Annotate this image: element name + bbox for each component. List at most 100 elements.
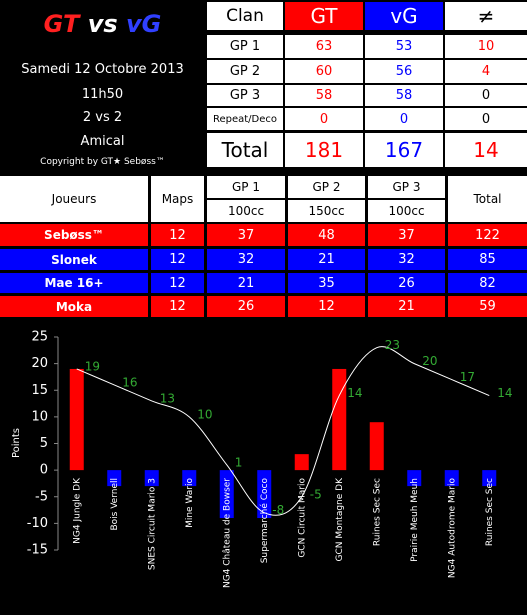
clan-cell: 56 <box>365 60 443 83</box>
players-header: GP 3 <box>368 176 445 198</box>
clan-cell: GP 3 <box>207 85 283 106</box>
x-tick-label: SNES Circuit Mario 3 <box>147 478 157 570</box>
bar <box>219 470 234 519</box>
player-score: 12 <box>151 296 204 317</box>
y-tick-label: 5 <box>40 436 48 451</box>
y-tick-label: 25 <box>31 330 48 345</box>
clan-cell: 167 <box>365 133 443 167</box>
bar <box>482 470 497 487</box>
clan-header: ≠ <box>445 2 527 30</box>
bar <box>407 470 422 487</box>
date: Samedi 12 Octobre 2013 <box>21 62 184 77</box>
bar <box>294 454 309 471</box>
y-tick-label: 15 <box>31 383 48 398</box>
clan-cell: 58 <box>285 85 363 106</box>
x-tick-label: GCN Circuit Mario <box>297 478 307 558</box>
data-label: 20 <box>422 354 437 368</box>
clan-cell: 181 <box>285 133 363 167</box>
clan-header: Clan <box>207 2 283 30</box>
bar <box>444 470 459 487</box>
clan-header: vG <box>365 2 443 30</box>
player-score: 59 <box>448 296 527 317</box>
bar <box>332 368 347 471</box>
player-score: 37 <box>207 224 285 246</box>
player-score: 12 <box>151 273 204 293</box>
player-name: Sebøss™ <box>0 224 148 246</box>
chart: Points -15 -10 -5 0 5 10 15 20 25 19 16 13 10 1 -8 -5 14… <box>11 330 513 589</box>
player-score: 37 <box>368 224 445 246</box>
y-tick-label: -15 <box>27 543 48 558</box>
player-score: 26 <box>368 273 445 293</box>
clan-cell: Repeat/Deco <box>207 108 283 130</box>
clan-cell: 60 <box>285 60 363 83</box>
time: 11h50 <box>81 87 124 102</box>
engine: 100cc <box>207 200 285 222</box>
data-label: 1 <box>235 455 243 469</box>
clan-cell: 0 <box>365 108 443 130</box>
y-axis-label: Points <box>11 428 22 458</box>
mode: Amical <box>80 134 125 149</box>
x-tick-label: Ruines Sec Sec <box>372 478 382 546</box>
clan-cell: 4 <box>445 60 527 83</box>
player-score: 122 <box>448 224 527 246</box>
player-score: 85 <box>448 249 527 270</box>
data-label: 17 <box>460 370 475 384</box>
players-header: Maps <box>151 176 204 222</box>
players-header: Joueurs <box>0 176 148 222</box>
clan-cell: 10 <box>445 35 527 58</box>
engine: 150cc <box>288 200 365 222</box>
y-tick-label: -10 <box>27 516 48 531</box>
clan-header: GT <box>285 2 363 30</box>
player-score: 12 <box>151 249 204 270</box>
clan-cell: 63 <box>285 35 363 58</box>
data-label: 19 <box>85 359 100 373</box>
clan-cell: 0 <box>445 108 527 130</box>
player-score: 32 <box>368 249 445 270</box>
data-label: 23 <box>385 338 400 352</box>
player-score: 48 <box>288 224 365 246</box>
bar <box>107 470 122 487</box>
data-label: -5 <box>310 487 322 501</box>
title-gt: GT <box>43 10 80 38</box>
data-label: 16 <box>122 375 137 389</box>
clan-cell: 0 <box>285 108 363 130</box>
clan-cell: 0 <box>445 85 527 106</box>
player-name: Slonek <box>0 249 148 270</box>
title-vs: vs <box>87 10 118 38</box>
x-tick-label: Bois Vernell <box>110 478 120 531</box>
data-label: 14 <box>497 386 512 400</box>
x-tick-label: Prairie Meuh Meuh <box>410 478 420 562</box>
format: 2 vs 2 <box>82 110 123 125</box>
player-name: Mae 16+ <box>0 273 148 293</box>
player-score: 82 <box>448 273 527 293</box>
player-score: 26 <box>207 296 285 317</box>
title: GT vs vG <box>0 10 205 38</box>
x-tick-label: NG4 Autodrome Mario <box>447 478 457 579</box>
line <box>76 346 490 516</box>
bar <box>144 470 159 487</box>
data-label: 10 <box>197 407 212 421</box>
engine: 100cc <box>368 200 445 222</box>
players-header: GP 2 <box>288 176 365 198</box>
player-score: 35 <box>288 273 365 293</box>
bar <box>369 422 384 471</box>
x-tick-label: Ruines Sec Sec <box>485 478 495 546</box>
bar <box>182 470 197 487</box>
data-label: 14 <box>347 386 362 400</box>
clan-cell: 14 <box>445 133 527 167</box>
clan-cell: 58 <box>365 85 443 106</box>
player-score: 21 <box>207 273 285 293</box>
bar <box>257 470 272 519</box>
x-tick-label: GCN Montagne DK <box>335 477 345 562</box>
clan-cell: 53 <box>365 35 443 58</box>
copyright: Copyright by GT★ Sebøss™ <box>40 157 165 167</box>
players-header: Total <box>448 176 527 222</box>
x-tick-label: Supermarché Coco <box>259 478 270 564</box>
players-header: GP 1 <box>207 176 285 198</box>
x-tick-label: Mine Wario <box>185 478 195 528</box>
player-score: 21 <box>288 249 365 270</box>
x-tick-label: NG4 Jungle DK <box>72 477 82 544</box>
clan-cell: Total <box>207 133 283 167</box>
y-tick-label: 20 <box>31 356 48 371</box>
